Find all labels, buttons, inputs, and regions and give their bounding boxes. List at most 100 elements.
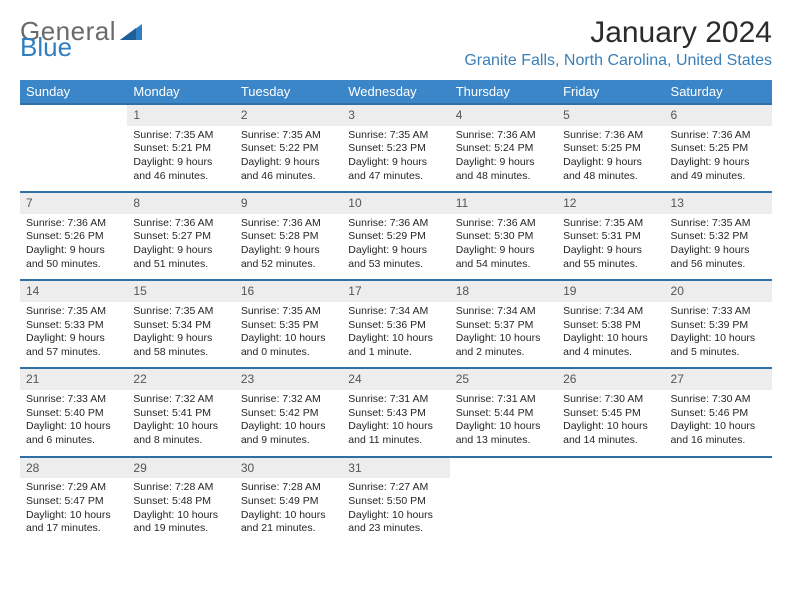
sunset-line: Sunset: 5:41 PM bbox=[133, 407, 228, 421]
daylight-line: Daylight: 10 hours and 16 minutes. bbox=[671, 420, 766, 447]
day-number: 13 bbox=[671, 196, 684, 210]
day-number-cell: 24 bbox=[342, 368, 449, 390]
sunset-line: Sunset: 5:31 PM bbox=[563, 230, 658, 244]
sunset-line: Sunset: 5:36 PM bbox=[348, 319, 443, 333]
day-content-cell: Sunrise: 7:27 AMSunset: 5:50 PMDaylight:… bbox=[342, 478, 449, 544]
sunrise-line: Sunrise: 7:34 AM bbox=[348, 305, 443, 319]
day-number-cell: 1 bbox=[127, 104, 234, 126]
day-content-cell: Sunrise: 7:34 AMSunset: 5:38 PMDaylight:… bbox=[557, 302, 664, 369]
day-number: 1 bbox=[133, 108, 140, 122]
sunrise-line: Sunrise: 7:27 AM bbox=[348, 481, 443, 495]
day-number: 31 bbox=[348, 461, 361, 475]
day-number-cell: 25 bbox=[450, 368, 557, 390]
daylight-line: Daylight: 10 hours and 9 minutes. bbox=[241, 420, 336, 447]
day-number-cell: 5 bbox=[557, 104, 664, 126]
sunrise-line: Sunrise: 7:36 AM bbox=[456, 217, 551, 231]
daylight-line: Daylight: 10 hours and 17 minutes. bbox=[26, 509, 121, 536]
day-number: 12 bbox=[563, 196, 576, 210]
day-number-cell: 8 bbox=[127, 192, 234, 214]
sunrise-line: Sunrise: 7:35 AM bbox=[133, 129, 228, 143]
day-content-cell: Sunrise: 7:35 AMSunset: 5:23 PMDaylight:… bbox=[342, 126, 449, 193]
sunrise-line: Sunrise: 7:35 AM bbox=[241, 305, 336, 319]
daylight-line: Daylight: 9 hours and 55 minutes. bbox=[563, 244, 658, 271]
day-number-cell bbox=[450, 457, 557, 479]
weekday-header: Saturday bbox=[665, 80, 772, 104]
daylight-line: Daylight: 9 hours and 53 minutes. bbox=[348, 244, 443, 271]
sunset-line: Sunset: 5:42 PM bbox=[241, 407, 336, 421]
sunrise-line: Sunrise: 7:34 AM bbox=[456, 305, 551, 319]
day-number: 20 bbox=[671, 284, 684, 298]
sunrise-line: Sunrise: 7:35 AM bbox=[133, 305, 228, 319]
day-number-row: 21222324252627 bbox=[20, 368, 772, 390]
day-number-cell bbox=[20, 104, 127, 126]
day-number-cell: 26 bbox=[557, 368, 664, 390]
daylight-line: Daylight: 9 hours and 47 minutes. bbox=[348, 156, 443, 183]
sunset-line: Sunset: 5:43 PM bbox=[348, 407, 443, 421]
daylight-line: Daylight: 10 hours and 21 minutes. bbox=[241, 509, 336, 536]
sunset-line: Sunset: 5:21 PM bbox=[133, 142, 228, 156]
day-content-cell: Sunrise: 7:30 AMSunset: 5:45 PMDaylight:… bbox=[557, 390, 664, 457]
day-number: 24 bbox=[348, 372, 361, 386]
day-number-cell: 14 bbox=[20, 280, 127, 302]
sunrise-line: Sunrise: 7:30 AM bbox=[563, 393, 658, 407]
day-content-cell: Sunrise: 7:29 AMSunset: 5:47 PMDaylight:… bbox=[20, 478, 127, 544]
title-block: January 2024 Granite Falls, North Caroli… bbox=[464, 16, 772, 70]
day-number: 26 bbox=[563, 372, 576, 386]
sunrise-line: Sunrise: 7:35 AM bbox=[348, 129, 443, 143]
day-number-cell: 7 bbox=[20, 192, 127, 214]
day-content-row: Sunrise: 7:35 AMSunset: 5:33 PMDaylight:… bbox=[20, 302, 772, 369]
day-number: 17 bbox=[348, 284, 361, 298]
day-number: 19 bbox=[563, 284, 576, 298]
day-content-cell: Sunrise: 7:35 AMSunset: 5:31 PMDaylight:… bbox=[557, 214, 664, 281]
day-number: 30 bbox=[241, 461, 254, 475]
sunrise-line: Sunrise: 7:36 AM bbox=[26, 217, 121, 231]
month-title: January 2024 bbox=[464, 16, 772, 50]
sunrise-line: Sunrise: 7:35 AM bbox=[241, 129, 336, 143]
weekday-header-row: Sunday Monday Tuesday Wednesday Thursday… bbox=[20, 80, 772, 104]
sunrise-line: Sunrise: 7:36 AM bbox=[133, 217, 228, 231]
day-content-cell: Sunrise: 7:35 AMSunset: 5:35 PMDaylight:… bbox=[235, 302, 342, 369]
day-number: 4 bbox=[456, 108, 463, 122]
weekday-header: Tuesday bbox=[235, 80, 342, 104]
daylight-line: Daylight: 10 hours and 13 minutes. bbox=[456, 420, 551, 447]
daylight-line: Daylight: 9 hours and 51 minutes. bbox=[133, 244, 228, 271]
day-number-cell: 11 bbox=[450, 192, 557, 214]
day-number: 28 bbox=[26, 461, 39, 475]
day-number: 25 bbox=[456, 372, 469, 386]
day-content-cell: Sunrise: 7:35 AMSunset: 5:34 PMDaylight:… bbox=[127, 302, 234, 369]
day-content-cell: Sunrise: 7:36 AMSunset: 5:29 PMDaylight:… bbox=[342, 214, 449, 281]
day-content-cell bbox=[665, 478, 772, 544]
sunset-line: Sunset: 5:25 PM bbox=[563, 142, 658, 156]
day-number: 22 bbox=[133, 372, 146, 386]
sunrise-line: Sunrise: 7:30 AM bbox=[671, 393, 766, 407]
day-content-cell bbox=[450, 478, 557, 544]
sunset-line: Sunset: 5:40 PM bbox=[26, 407, 121, 421]
header: General January 2024 Granite Falls, Nort… bbox=[20, 16, 772, 70]
sunrise-line: Sunrise: 7:31 AM bbox=[348, 393, 443, 407]
sunset-line: Sunset: 5:39 PM bbox=[671, 319, 766, 333]
day-content-cell bbox=[557, 478, 664, 544]
day-content-cell bbox=[20, 126, 127, 193]
day-number: 3 bbox=[348, 108, 355, 122]
daylight-line: Daylight: 9 hours and 57 minutes. bbox=[26, 332, 121, 359]
day-number: 6 bbox=[671, 108, 678, 122]
day-content-cell: Sunrise: 7:30 AMSunset: 5:46 PMDaylight:… bbox=[665, 390, 772, 457]
day-content-cell: Sunrise: 7:33 AMSunset: 5:40 PMDaylight:… bbox=[20, 390, 127, 457]
day-content-cell: Sunrise: 7:28 AMSunset: 5:49 PMDaylight:… bbox=[235, 478, 342, 544]
sunrise-line: Sunrise: 7:36 AM bbox=[241, 217, 336, 231]
day-number-cell: 23 bbox=[235, 368, 342, 390]
weekday-header: Monday bbox=[127, 80, 234, 104]
sunset-line: Sunset: 5:34 PM bbox=[133, 319, 228, 333]
daylight-line: Daylight: 9 hours and 56 minutes. bbox=[671, 244, 766, 271]
sunset-line: Sunset: 5:25 PM bbox=[671, 142, 766, 156]
daylight-line: Daylight: 10 hours and 6 minutes. bbox=[26, 420, 121, 447]
day-content-cell: Sunrise: 7:35 AMSunset: 5:33 PMDaylight:… bbox=[20, 302, 127, 369]
sunrise-line: Sunrise: 7:35 AM bbox=[26, 305, 121, 319]
day-content-cell: Sunrise: 7:35 AMSunset: 5:21 PMDaylight:… bbox=[127, 126, 234, 193]
day-content-cell: Sunrise: 7:36 AMSunset: 5:30 PMDaylight:… bbox=[450, 214, 557, 281]
day-number-cell: 9 bbox=[235, 192, 342, 214]
day-number-cell: 3 bbox=[342, 104, 449, 126]
day-number-cell bbox=[557, 457, 664, 479]
daylight-line: Daylight: 10 hours and 5 minutes. bbox=[671, 332, 766, 359]
day-content-cell: Sunrise: 7:32 AMSunset: 5:41 PMDaylight:… bbox=[127, 390, 234, 457]
